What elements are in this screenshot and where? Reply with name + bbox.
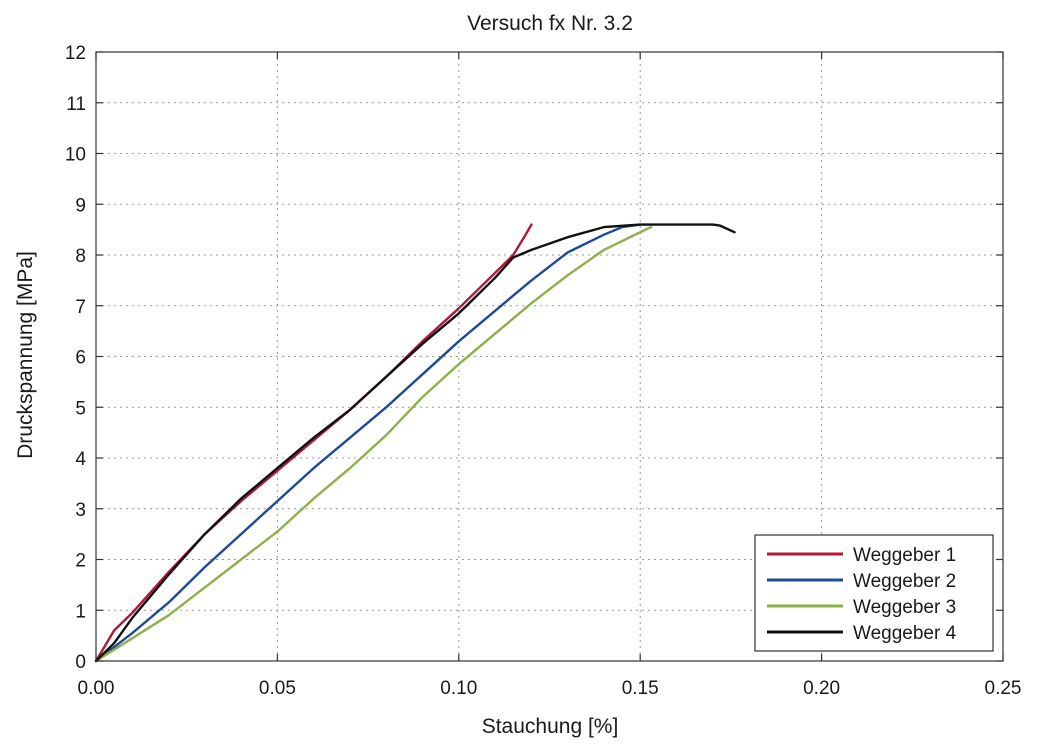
x-tick-label: 0.10 (440, 678, 477, 699)
series-line-4 (94, 223, 736, 663)
x-axis-label: Stauchung [%] (482, 715, 619, 738)
grid (96, 52, 1003, 661)
legend-label: Weggeber 1 (853, 545, 956, 566)
x-tick-label: 0.15 (622, 678, 659, 699)
y-tick-label: 7 (75, 297, 86, 318)
y-tick-label: 1 (75, 601, 86, 622)
series-line-3 (94, 225, 653, 663)
y-tick-label: 0 (75, 652, 86, 673)
y-axis-label: Druckspannung [MPa] (14, 251, 37, 459)
y-tick-label: 9 (75, 195, 86, 216)
legend: Weggeber 1 Weggeber 2 Weggeber 3 Weggeber 4 (754, 534, 994, 652)
legend-label: Weggeber 2 (853, 571, 956, 592)
chart-title: Versuch fx Nr. 3.2 (467, 12, 633, 35)
y-tick-label: 10 (65, 145, 86, 166)
x-tick-label: 0.05 (259, 678, 296, 699)
y-tick-label: 6 (75, 348, 86, 369)
y-tick-label: 5 (75, 398, 86, 419)
y-tick-label: 2 (75, 551, 86, 572)
y-tick-label: 3 (75, 500, 86, 521)
x-tick-label: 0.20 (803, 678, 840, 699)
y-tick-label: 8 (75, 246, 86, 267)
legend-label: Weggeber 4 (853, 623, 957, 644)
y-tick-label: 11 (66, 94, 86, 115)
series-group (94, 223, 736, 663)
series-line-2 (94, 223, 642, 663)
x-tick-label: 0.25 (985, 678, 1022, 699)
y-tick-label: 12 (65, 43, 86, 64)
legend-label: Weggeber 3 (853, 597, 956, 618)
x-tick-label: 0.00 (78, 678, 115, 699)
y-tick-label: 4 (75, 449, 86, 470)
